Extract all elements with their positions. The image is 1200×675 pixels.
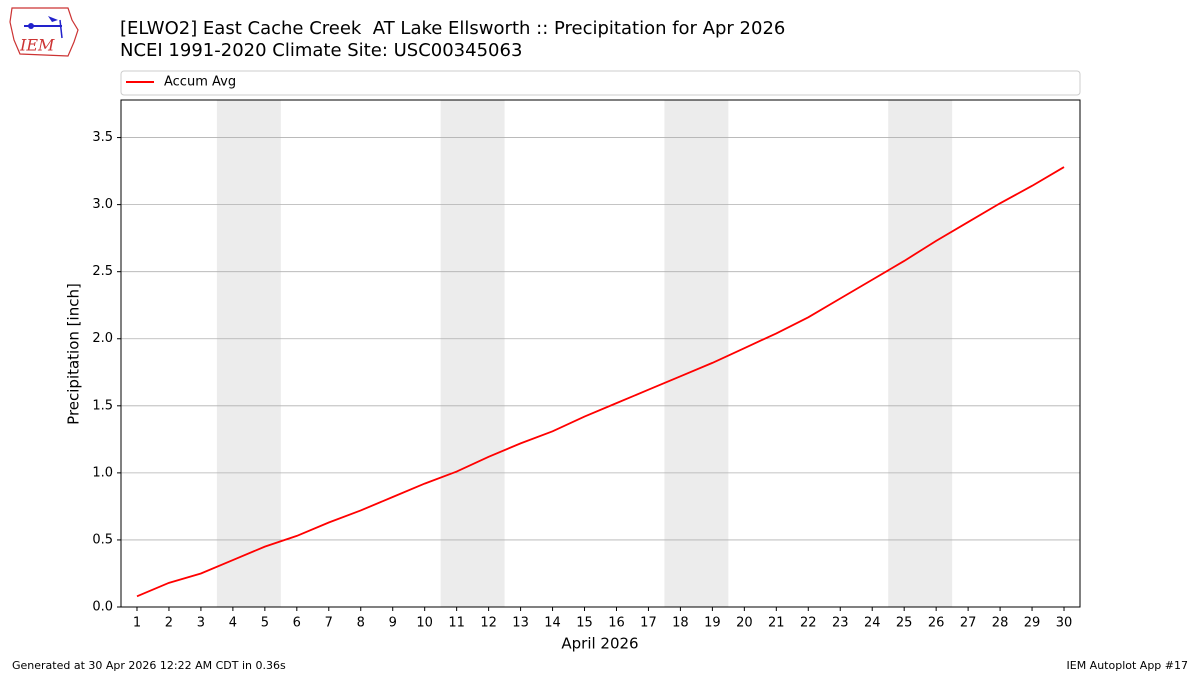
x-tick-label: 3 xyxy=(197,616,205,631)
x-tick-label: 29 xyxy=(1024,616,1041,631)
chart-title: [ELWO2] East Cache Creek AT Lake Ellswor… xyxy=(120,18,785,39)
x-tick-label: 1 xyxy=(133,616,141,631)
weekend-shade xyxy=(440,100,505,607)
series-line xyxy=(136,166,1065,598)
footer-left: Generated at 30 Apr 2026 12:22 AM CDT in… xyxy=(12,659,286,672)
legend-label: Accum Avg xyxy=(164,75,236,90)
x-axis-label: April 2026 xyxy=(561,635,638,653)
x-tick-label: 22 xyxy=(800,616,817,631)
x-tick-label: 7 xyxy=(325,616,333,631)
chart-subtitle: NCEI 1991-2020 Climate Site: USC00345063 xyxy=(120,40,522,61)
legend xyxy=(120,70,1081,96)
x-tick-label: 28 xyxy=(992,616,1009,631)
y-tick-label: 3.5 xyxy=(92,130,113,145)
weekend-shade xyxy=(888,100,953,607)
y-tick-label: 0.5 xyxy=(92,532,113,547)
x-tick-label: 16 xyxy=(608,616,625,631)
y-tick-label: 0.0 xyxy=(92,600,113,615)
x-tick-label: 30 xyxy=(1056,616,1073,631)
x-tick-label: 2 xyxy=(165,616,173,631)
y-tick-label: 1.0 xyxy=(92,465,113,480)
x-tick-label: 25 xyxy=(896,616,913,631)
x-tick-label: 17 xyxy=(640,616,657,631)
x-tick-label: 12 xyxy=(480,616,497,631)
weekend-shade xyxy=(664,100,729,607)
x-tick-label: 15 xyxy=(576,616,593,631)
x-tick-label: 14 xyxy=(544,616,561,631)
x-tick-label: 5 xyxy=(261,616,269,631)
x-tick-label: 19 xyxy=(704,616,721,631)
logo: IEM xyxy=(9,7,79,57)
x-tick-label: 10 xyxy=(416,616,433,631)
weekend-shade xyxy=(216,100,281,607)
x-tick-label: 24 xyxy=(864,616,881,631)
y-axis-label: Precipitation [inch] xyxy=(65,283,83,425)
x-tick-label: 26 xyxy=(928,616,945,631)
x-tick-label: 20 xyxy=(736,616,753,631)
y-tick-label: 2.0 xyxy=(92,331,113,346)
x-tick-label: 21 xyxy=(768,616,785,631)
plot-frame xyxy=(120,99,1081,608)
x-tick-label: 9 xyxy=(389,616,397,631)
y-tick-label: 3.0 xyxy=(92,197,113,212)
x-tick-label: 6 xyxy=(293,616,301,631)
x-tick-label: 4 xyxy=(229,616,237,631)
y-tick-label: 1.5 xyxy=(92,398,113,413)
logo-text: IEM xyxy=(19,36,55,55)
x-tick-label: 27 xyxy=(960,616,977,631)
x-tick-label: 23 xyxy=(832,616,849,631)
y-tick-label: 2.5 xyxy=(92,264,113,279)
x-tick-label: 13 xyxy=(512,616,529,631)
x-tick-label: 8 xyxy=(357,616,365,631)
footer-right: IEM Autoplot App #17 xyxy=(1067,659,1189,672)
x-tick-label: 11 xyxy=(448,616,465,631)
x-tick-label: 18 xyxy=(672,616,689,631)
